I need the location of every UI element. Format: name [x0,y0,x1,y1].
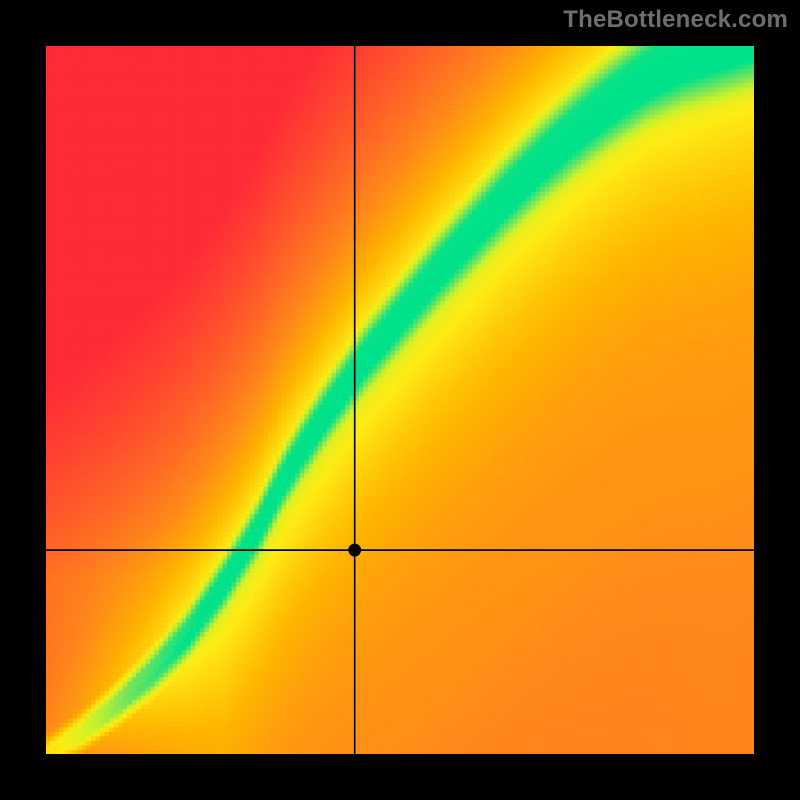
watermark-text: TheBottleneck.com [563,6,788,34]
stage: TheBottleneck.com [0,0,800,800]
heatmap-canvas [0,0,800,800]
